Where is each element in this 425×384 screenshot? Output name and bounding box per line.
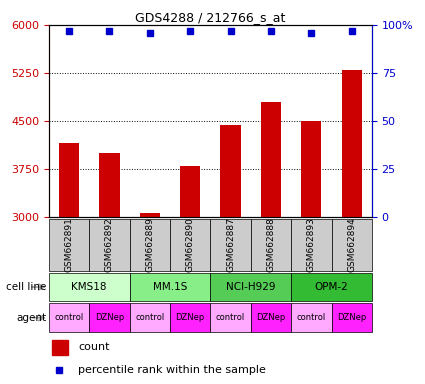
Bar bbox=[49, 273, 130, 301]
Text: OPM-2: OPM-2 bbox=[314, 282, 348, 292]
Bar bbox=[170, 219, 210, 271]
Text: GSM662892: GSM662892 bbox=[105, 217, 114, 272]
Text: control: control bbox=[135, 313, 164, 322]
Text: DZNep: DZNep bbox=[176, 313, 205, 322]
Text: MM.1S: MM.1S bbox=[153, 282, 187, 292]
Bar bbox=[301, 121, 321, 217]
Bar bbox=[332, 219, 372, 271]
Text: GSM662888: GSM662888 bbox=[266, 217, 275, 272]
Bar bbox=[130, 303, 170, 332]
Bar bbox=[99, 153, 119, 217]
Bar bbox=[251, 219, 291, 271]
Title: GDS4288 / 212766_s_at: GDS4288 / 212766_s_at bbox=[135, 11, 286, 24]
Text: agent: agent bbox=[17, 313, 47, 323]
Text: GSM662894: GSM662894 bbox=[347, 217, 356, 272]
Bar bbox=[180, 166, 200, 217]
Text: DZNep: DZNep bbox=[95, 313, 124, 322]
Text: cell line: cell line bbox=[6, 282, 47, 292]
Text: GSM662889: GSM662889 bbox=[145, 217, 154, 272]
Text: DZNep: DZNep bbox=[256, 313, 286, 322]
Bar bbox=[291, 303, 332, 332]
Text: control: control bbox=[54, 313, 84, 322]
Bar bbox=[59, 143, 79, 217]
Bar bbox=[130, 219, 170, 271]
Bar bbox=[89, 303, 130, 332]
Bar bbox=[210, 303, 251, 332]
Bar bbox=[140, 213, 160, 217]
Bar bbox=[221, 126, 241, 217]
Text: DZNep: DZNep bbox=[337, 313, 366, 322]
Text: control: control bbox=[297, 313, 326, 322]
Bar bbox=[89, 219, 130, 271]
Bar bbox=[261, 102, 281, 217]
Text: control: control bbox=[216, 313, 245, 322]
Text: count: count bbox=[78, 343, 110, 353]
Bar bbox=[210, 219, 251, 271]
Text: GSM662891: GSM662891 bbox=[65, 217, 74, 272]
Text: GSM662890: GSM662890 bbox=[186, 217, 195, 272]
Text: KMS18: KMS18 bbox=[71, 282, 107, 292]
Bar bbox=[332, 303, 372, 332]
Bar bbox=[291, 273, 372, 301]
Bar bbox=[210, 273, 291, 301]
Bar bbox=[342, 70, 362, 217]
Text: GSM662893: GSM662893 bbox=[307, 217, 316, 272]
Text: NCI-H929: NCI-H929 bbox=[226, 282, 275, 292]
Bar bbox=[170, 303, 210, 332]
Bar bbox=[291, 219, 332, 271]
Bar bbox=[52, 341, 68, 354]
Bar bbox=[251, 303, 291, 332]
Bar bbox=[130, 273, 210, 301]
Text: GSM662887: GSM662887 bbox=[226, 217, 235, 272]
Bar bbox=[49, 303, 89, 332]
Bar bbox=[49, 219, 89, 271]
Text: percentile rank within the sample: percentile rank within the sample bbox=[78, 366, 266, 376]
